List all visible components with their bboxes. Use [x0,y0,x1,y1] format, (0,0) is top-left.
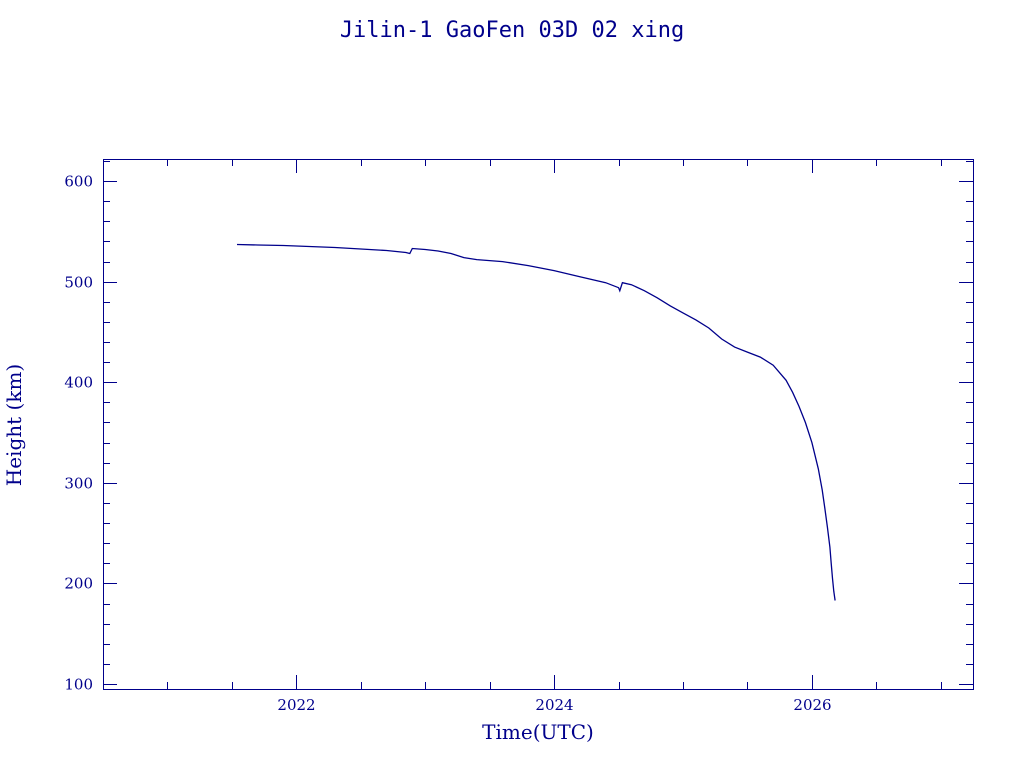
x-tick-label: 2026 [793,696,831,714]
y-tick-label: 500 [64,274,93,292]
plot-frame [103,159,974,690]
chart-title: Jilin-1 GaoFen 03D 02 xing [340,18,684,43]
y-tick-label: 300 [64,475,93,493]
y-tick-label: 200 [64,575,93,593]
tick-labels: 100 200 300 400 500 600 2022 2024 2026 [64,173,831,715]
y-tick-label: 100 [64,676,93,694]
x-tick-label: 2022 [277,696,315,714]
height-series-line [236,243,836,601]
y-axis-label: Height (km) [2,364,26,486]
x-axis-label: Time(UTC) [482,720,594,744]
axis-ticks [103,159,973,689]
y-tick-label: 600 [64,173,93,191]
x-tick-label: 2024 [535,696,573,714]
y-tick-label: 400 [64,374,93,392]
